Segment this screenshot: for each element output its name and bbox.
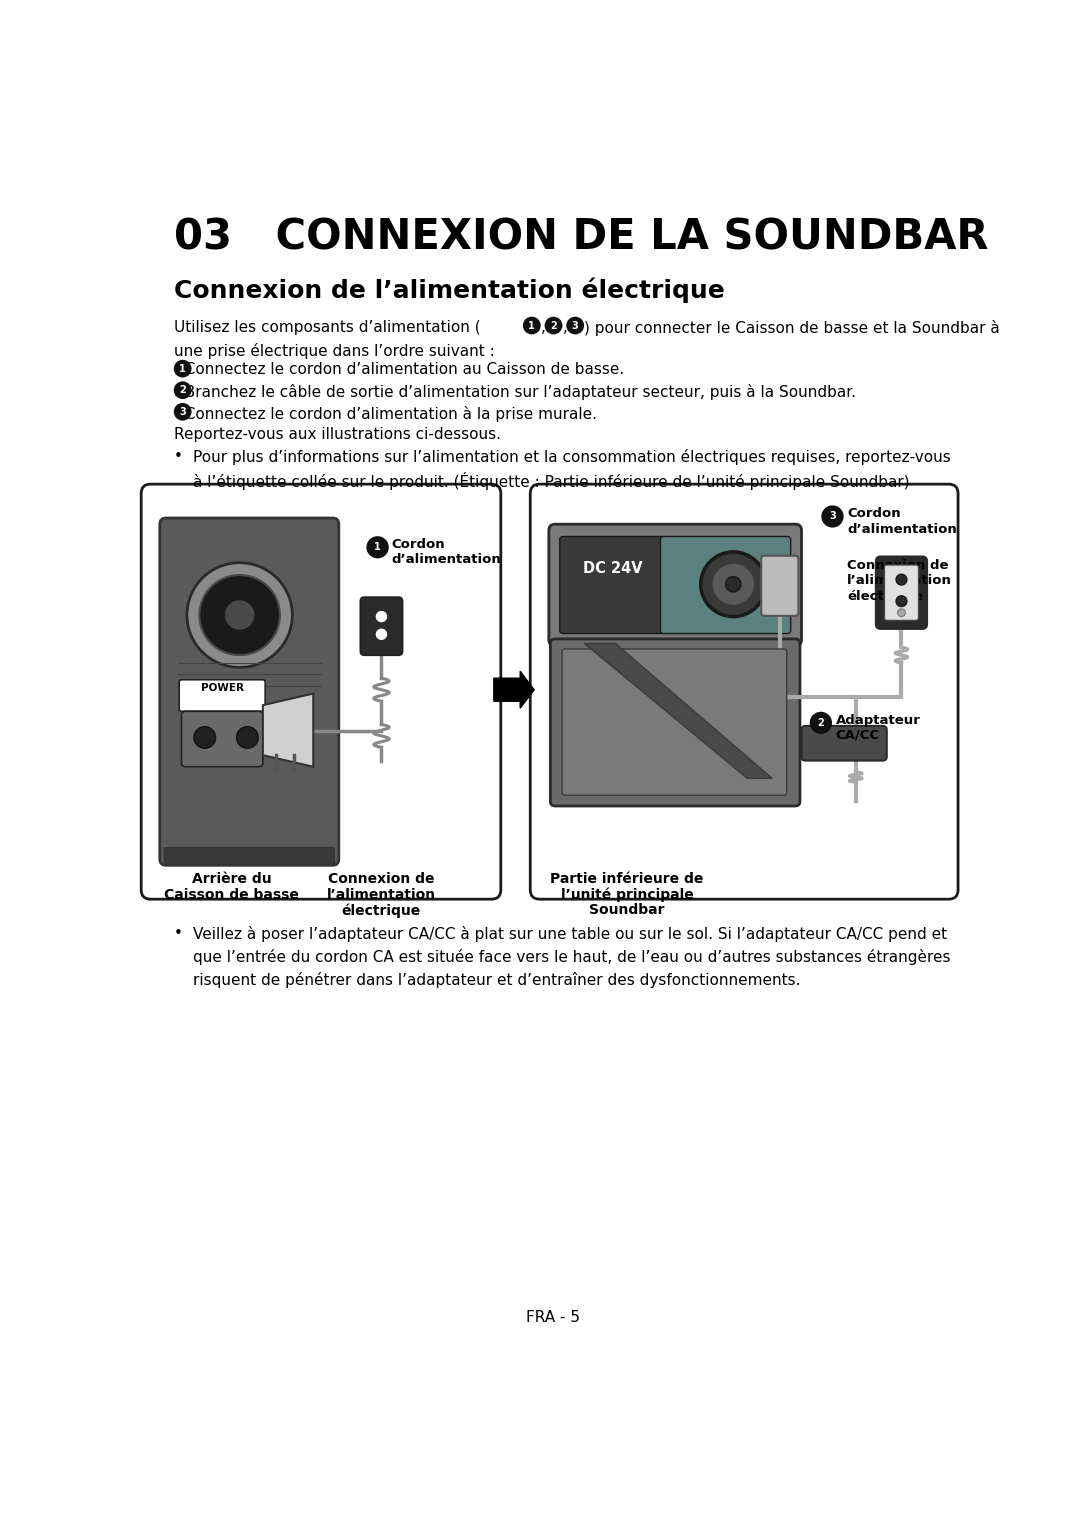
Text: 1: 1 [374,542,381,552]
Circle shape [174,360,191,377]
FancyBboxPatch shape [801,726,887,760]
Circle shape [523,317,541,334]
Text: Connexion de l’alimentation électrique: Connexion de l’alimentation électrique [174,277,725,303]
Text: Cordon: Cordon [847,507,901,521]
Text: à l’étiquette collée sur le produit. (Étiquette : Partie inférieure de l’unité p: à l’étiquette collée sur le produit. (Ét… [193,472,909,490]
FancyBboxPatch shape [559,536,665,634]
Text: CA/CC: CA/CC [836,729,879,741]
Polygon shape [584,643,772,778]
Text: Connectez le cordon d’alimentation à la prise murale.: Connectez le cordon d’alimentation à la … [175,406,596,421]
Text: que l’entrée du cordon CA est située face vers le haut, de l’eau ou d’autres sub: que l’entrée du cordon CA est située fac… [193,950,950,965]
Text: 1: 1 [528,320,536,331]
Text: 2: 2 [550,320,557,331]
Text: l’unité principale: l’unité principale [561,887,693,902]
Circle shape [544,317,563,334]
Text: Arrière du: Arrière du [192,872,272,885]
Circle shape [194,726,216,748]
Text: •: • [174,927,183,941]
Text: Connexion de: Connexion de [847,559,948,571]
Text: Connectez le cordon d’alimentation au Caisson de basse.: Connectez le cordon d’alimentation au Ca… [175,363,624,377]
Text: Reportez-vous aux illustrations ci-dessous.: Reportez-vous aux illustrations ci-desso… [174,427,501,443]
Text: Branchez le câble de sortie d’alimentation sur l’adaptateur secteur, puis à la S: Branchez le câble de sortie d’alimentati… [175,385,855,400]
FancyBboxPatch shape [530,484,958,899]
Text: 2: 2 [179,385,186,395]
Circle shape [810,712,832,734]
Text: 1: 1 [179,363,186,374]
FancyBboxPatch shape [562,650,786,795]
Text: POWER: POWER [201,683,244,692]
Text: 03   CONNEXION DE LA SOUNDBAR: 03 CONNEXION DE LA SOUNDBAR [174,216,988,259]
Polygon shape [262,694,313,766]
FancyBboxPatch shape [164,847,334,864]
Text: Utilisez les composants d’alimentation (: Utilisez les composants d’alimentation ( [174,320,481,336]
Text: Cordon: Cordon [392,538,445,552]
Circle shape [200,574,280,656]
Text: DC 24V: DC 24V [582,561,643,576]
Text: 3: 3 [179,408,186,417]
Text: ) pour connecter le Caisson de basse et la Soundbar à: ) pour connecter le Caisson de basse et … [584,320,1000,336]
Circle shape [367,536,388,558]
Circle shape [377,611,387,622]
Text: ,: , [563,320,568,336]
Text: Caisson de basse: Caisson de basse [164,887,299,902]
Circle shape [174,403,191,421]
FancyBboxPatch shape [661,536,791,634]
Text: Pour plus d’informations sur l’alimentation et la consommation électriques requi: Pour plus d’informations sur l’alimentat… [193,449,950,464]
Text: Partie inférieure de: Partie inférieure de [551,872,704,885]
FancyBboxPatch shape [549,524,801,647]
FancyBboxPatch shape [876,556,927,630]
Text: une prise électrique dans l’ordre suivant :: une prise électrique dans l’ordre suivan… [174,343,495,358]
FancyBboxPatch shape [141,484,501,899]
Text: électrique: électrique [342,902,421,918]
FancyBboxPatch shape [181,711,262,766]
FancyBboxPatch shape [761,556,798,616]
Text: •: • [174,449,183,464]
Circle shape [712,562,755,605]
Text: Veillez à poser l’adaptateur CA/CC à plat sur une table ou sur le sol. Si l’adap: Veillez à poser l’adaptateur CA/CC à pla… [193,927,947,942]
Circle shape [897,608,905,616]
FancyArrow shape [494,671,535,708]
Circle shape [822,506,843,527]
Text: Connexion de: Connexion de [328,872,435,885]
FancyBboxPatch shape [160,518,339,866]
Circle shape [566,317,584,334]
Text: l’alimentation: l’alimentation [327,887,436,902]
Text: 3: 3 [571,320,579,331]
Text: d’alimentation: d’alimentation [392,553,501,567]
Text: Soundbar: Soundbar [590,902,665,918]
Text: 2: 2 [818,719,824,728]
Circle shape [701,552,766,616]
Text: risquent de pénétrer dans l’adaptateur et d’entraîner des dysfonctionnements.: risquent de pénétrer dans l’adaptateur e… [193,973,800,988]
Circle shape [225,599,255,631]
FancyBboxPatch shape [179,680,266,711]
Text: Adaptateur: Adaptateur [836,714,920,726]
Text: FRA - 5: FRA - 5 [527,1310,581,1325]
Text: 3: 3 [829,512,836,521]
Circle shape [726,576,741,591]
Circle shape [896,596,907,607]
Circle shape [237,726,258,748]
FancyBboxPatch shape [885,565,918,620]
Circle shape [174,381,191,398]
Text: électrique: électrique [847,590,923,602]
Text: ,: , [541,320,546,336]
FancyBboxPatch shape [361,597,403,656]
Circle shape [896,574,907,585]
Circle shape [187,562,293,668]
FancyBboxPatch shape [551,639,800,806]
Circle shape [377,630,387,639]
Text: l’alimentation: l’alimentation [847,574,953,587]
Text: d’alimentation: d’alimentation [847,522,957,536]
